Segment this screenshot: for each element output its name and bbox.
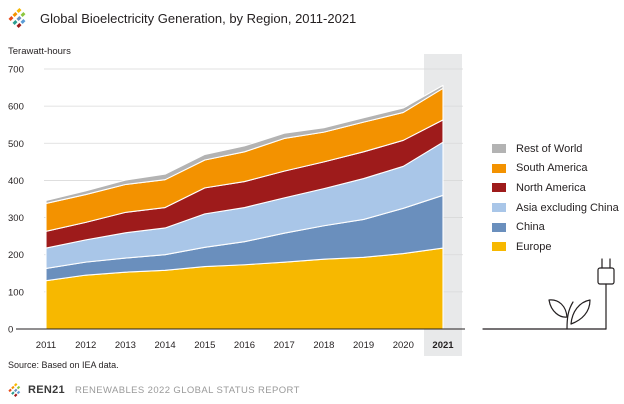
y-tick-label-600: 600 (8, 102, 24, 113)
y-tick-label-300: 300 (8, 213, 24, 224)
area-series-rest-of-world (45, 84, 444, 205)
legend-label-europe: Europe (516, 240, 552, 253)
legend-swatch-china (492, 222, 506, 232)
footer-brand: REN21 (28, 384, 65, 396)
legend-item-asia-excluding-china: Asia excluding China (492, 198, 619, 218)
legend-swatch-north-america (492, 183, 506, 193)
x-tick-label-2019: 2019 (353, 340, 374, 351)
y-tick-label-700: 700 (8, 65, 24, 76)
chart-title: Global Bioelectricity Generation, by Reg… (40, 10, 357, 26)
footer-report-title: RENEWABLES 2022 GLOBAL STATUS REPORT (74, 384, 300, 396)
title-row: Global Bioelectricity Generation, by Reg… (8, 8, 356, 28)
x-tick-label-2016: 2016 (234, 340, 255, 351)
x-tick-label-2021: 2021 (432, 340, 454, 351)
x-tick-label-2015: 2015 (194, 340, 215, 351)
legend-item-north-america: North America (492, 178, 619, 198)
ren21-logo-icon (8, 8, 26, 28)
x-tick-label-2012: 2012 (75, 340, 96, 351)
x-tick-label-2018: 2018 (313, 340, 334, 351)
y-axis-unit-label: Terawatt-hours (8, 46, 71, 57)
legend: Rest of World South America North Americ… (492, 139, 619, 257)
legend-item-rest-of-world: Rest of World (492, 139, 619, 159)
ren21-footer-logo-icon (8, 383, 21, 397)
y-tick-label-200: 200 (8, 250, 24, 261)
legend-label-asia-excluding-china: Asia excluding China (516, 201, 619, 214)
legend-item-south-america: South America (492, 159, 619, 179)
legend-item-china: China (492, 217, 619, 237)
legend-swatch-asia-excluding-china (492, 203, 506, 213)
x-tick-label-2014: 2014 (155, 340, 176, 351)
x-tick-label-2020: 2020 (393, 340, 414, 351)
x-tick-label-2017: 2017 (274, 340, 295, 351)
legend-swatch-rest-of-world (492, 144, 506, 154)
y-tick-label-0: 0 (8, 325, 13, 336)
legend-label-rest-of-world: Rest of World (516, 142, 583, 155)
x-tick-label-2011: 2011 (36, 340, 56, 351)
y-tick-label-400: 400 (8, 176, 24, 187)
source-note: Source: Based on IEA data. (8, 360, 119, 370)
y-tick-label-100: 100 (8, 287, 24, 298)
legend-swatch-south-america (492, 163, 506, 173)
x-tick-label-2013: 2013 (115, 340, 136, 351)
y-tick-label-500: 500 (8, 139, 24, 150)
legend-swatch-europe (492, 242, 506, 252)
footer: REN21 RENEWABLES 2022 GLOBAL STATUS REPO… (8, 383, 300, 397)
legend-label-south-america: South America (516, 162, 588, 175)
legend-label-china: China (516, 221, 545, 234)
legend-item-europe: Europe (492, 237, 619, 257)
legend-label-north-america: North America (516, 181, 586, 194)
